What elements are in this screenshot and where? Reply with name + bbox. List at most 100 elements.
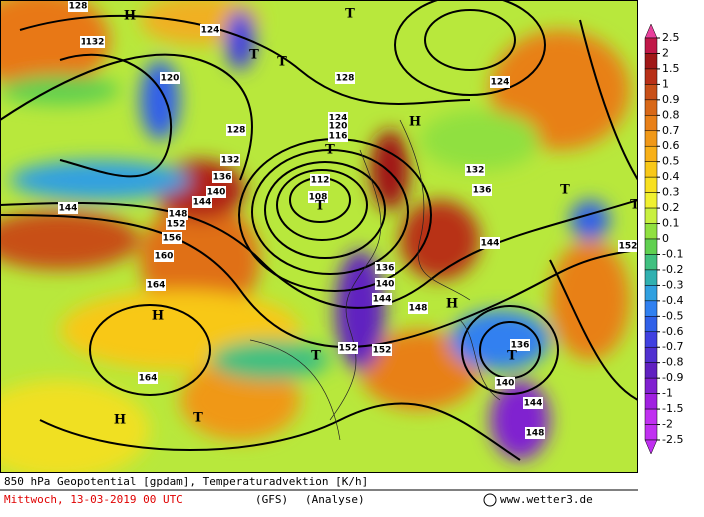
colorbar-segment (644, 192, 658, 209)
label-bg (480, 237, 500, 249)
contour-label: 152 (339, 344, 358, 354)
colorbar-segment (644, 346, 658, 363)
colorbar-segment (644, 362, 658, 379)
contour-label: 124 (329, 114, 348, 124)
colorbar-label: 0.7 (662, 124, 680, 137)
colorbar-label: 1 (662, 77, 669, 90)
colorbar-label: -0.7 (662, 340, 683, 353)
colorbar-label: 0.1 (662, 217, 680, 230)
pressure-center: H (124, 9, 136, 24)
colorbar-segment (644, 300, 658, 317)
colorbar-segment (644, 37, 658, 54)
colorbar-label: 0.3 (662, 186, 680, 199)
geopotential-contours (0, 0, 638, 461)
label-bg (168, 208, 188, 220)
pressure-center: T (311, 349, 321, 364)
label-bg (525, 427, 545, 439)
label-bg (68, 0, 88, 12)
pressure-center: H (446, 297, 458, 312)
colorbar-label: -1 (662, 387, 673, 400)
pressure-center: T (345, 7, 355, 22)
label-bg (212, 171, 232, 183)
label-bg (465, 164, 485, 176)
label-bg (308, 191, 328, 203)
colorbar: 2.5 2 1.5 1 0.9 0.8 0.7 0.6 0.5 0.4 0.3 0.2 0.1 0 -0.1… (644, 23, 683, 455)
map-labels: 1281321241201321281241201161121081361401… (58, 0, 638, 439)
label-bg (154, 250, 174, 262)
colorbar-label: 1.5 (662, 62, 680, 75)
label-bg (375, 262, 395, 274)
contour-label: 132 (86, 38, 105, 48)
footer-date: Mittwoch, 13-03-2019 00 UTC (4, 493, 183, 506)
label-bg (146, 279, 166, 291)
colorbar-segment (644, 331, 658, 348)
label-bg (226, 124, 246, 136)
colorbar-label: -0.4 (662, 294, 683, 307)
label-bg (160, 72, 180, 84)
colorbar-segment (644, 115, 658, 132)
colorbar-label: -2 (662, 418, 673, 431)
colorbar-label: -2.5 (662, 433, 683, 446)
map: 1281321241201321281241201161121081361401… (0, 0, 638, 473)
contour-label: 112 (311, 176, 330, 186)
colorbar-label: 2.5 (662, 31, 680, 44)
pressure-center: T (325, 143, 335, 158)
contour-label: 148 (526, 429, 545, 439)
label-bg (335, 72, 355, 84)
contour-label: 152 (167, 220, 186, 230)
contour-label: 132 (221, 156, 240, 166)
pressure-center: T (277, 55, 287, 70)
pressure-center: T (249, 48, 259, 63)
colorbar-segment (644, 130, 658, 147)
colorbar-segment (644, 207, 658, 224)
colorbar-label: -1.5 (662, 402, 683, 415)
colorbar-segment (644, 424, 658, 441)
contour-label: 140 (496, 379, 515, 389)
colorbar-label: 0.4 (662, 170, 680, 183)
pressure-center: H (152, 309, 164, 324)
footer-run: (Analyse) (305, 493, 365, 506)
pressure-center: T (560, 183, 570, 198)
pressure-center: T (315, 199, 325, 214)
colorbar-segment (644, 408, 658, 425)
colorbar-label: -0.1 (662, 247, 683, 260)
contour-label: 152 (373, 346, 392, 356)
colorbar-segment (644, 377, 658, 394)
label-bg (192, 196, 212, 208)
colorbar-bottom-cap (644, 439, 658, 455)
contour-label: 140 (207, 188, 226, 198)
label-bg (85, 36, 105, 48)
colorbar-label: -0.9 (662, 371, 683, 384)
contour-label: 160 (155, 252, 174, 262)
colorbar-label: -0.6 (662, 325, 683, 338)
contour-label: 156 (163, 234, 182, 244)
pressure-center: H (409, 115, 421, 130)
pressure-center: T (507, 349, 517, 364)
label-bg (510, 339, 530, 351)
colorbar-segment (644, 285, 658, 302)
colorbar-segment (644, 238, 658, 255)
contour-label: 164 (139, 374, 158, 384)
colorbar-label: 0.2 (662, 201, 680, 214)
colorbar-label: 0.5 (662, 155, 680, 168)
label-bg (166, 218, 186, 230)
contour-label: 144 (193, 198, 212, 208)
contour-label: 128 (69, 2, 88, 12)
label-bg (375, 278, 395, 290)
colorbar-segment (644, 223, 658, 240)
contour-label: 136 (511, 341, 530, 351)
footer-site: www.wetter3.de (500, 493, 593, 506)
footer-model: (GFS) (255, 493, 288, 506)
colorbar-segment (644, 161, 658, 178)
contour-label: 136 (213, 173, 232, 183)
contour-label: 132 (466, 166, 485, 176)
pressure-center: H (114, 413, 126, 428)
colorbar-segment (644, 316, 658, 333)
label-bg (618, 240, 638, 252)
colorbar-segment (644, 269, 658, 286)
label-bg (328, 120, 348, 132)
colorbar-label: -0.5 (662, 309, 683, 322)
contour-label: 144 (481, 239, 500, 249)
label-bg (372, 293, 392, 305)
label-bg (338, 342, 358, 354)
